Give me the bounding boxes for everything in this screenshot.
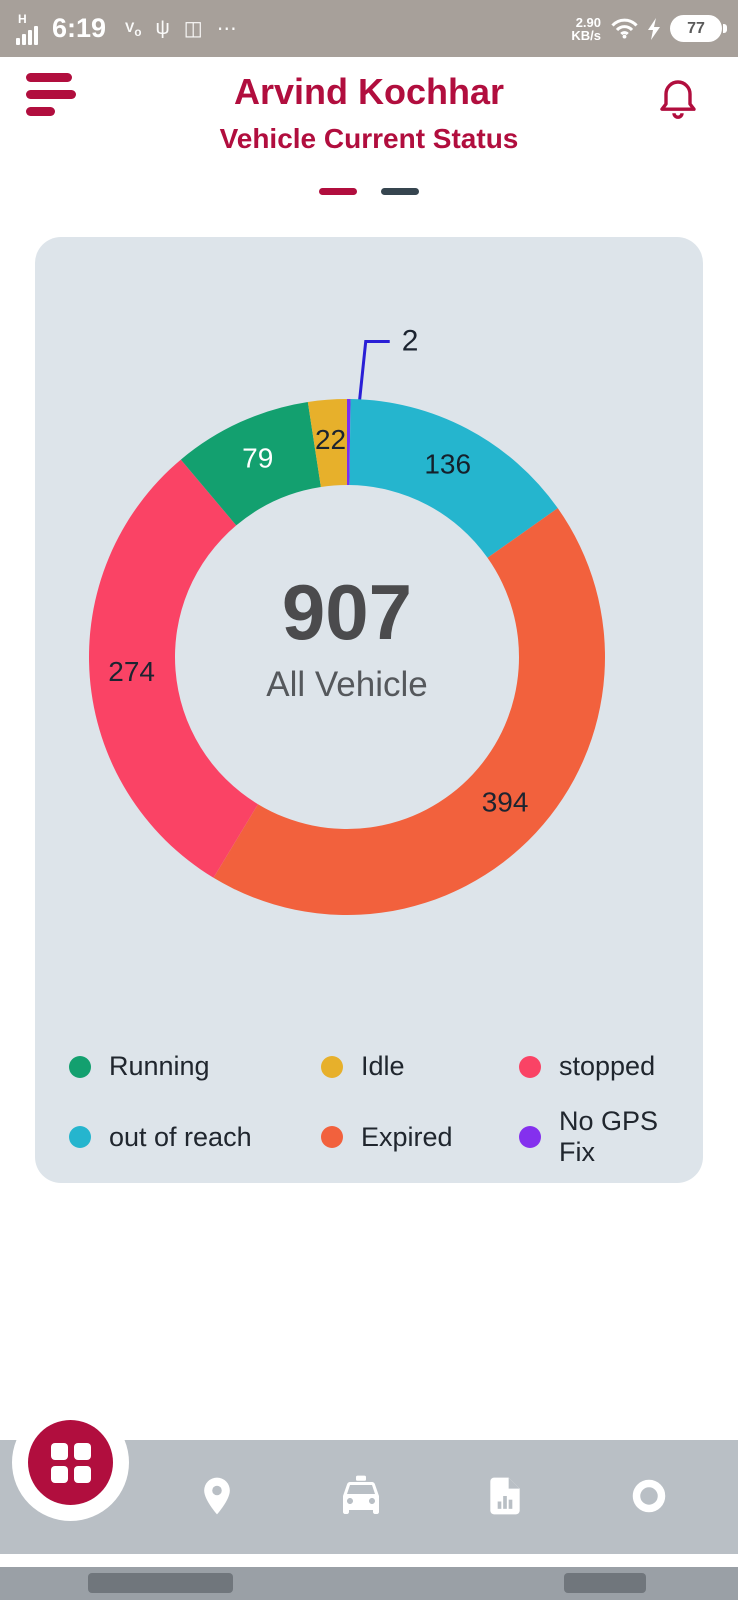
record-circle-icon [632, 1479, 666, 1513]
system-strip [0, 1567, 738, 1600]
network-indicator: H [16, 13, 38, 45]
reports-nav-button[interactable] [477, 1468, 533, 1524]
status-bar: H 6:19 Vo ψ ◫ ⋯ 2.90 KB/s 77 [0, 0, 738, 57]
legend-item-running: Running [69, 1051, 321, 1082]
hamburger-menu-button[interactable] [26, 73, 78, 119]
more-icon: ⋯ [216, 18, 237, 40]
page-indicator [0, 188, 738, 195]
segment-value-label: 79 [242, 443, 273, 474]
segment-value-label: 22 [315, 424, 346, 455]
donut-segment-idle[interactable] [307, 399, 347, 487]
donut-segment-stopped[interactable] [88, 459, 259, 878]
legend-item-no-gps-fix: No GPS Fix [519, 1106, 677, 1168]
legend-dot [321, 1055, 343, 1078]
legend-dot [519, 1126, 541, 1148]
charging-bolt-icon [648, 17, 660, 40]
strip-rect [88, 1573, 233, 1593]
page-subtitle: Vehicle Current Status [219, 123, 519, 154]
legend-item-stopped: stopped [519, 1051, 677, 1082]
legend-dot [69, 1055, 91, 1078]
segment-value-label: 394 [482, 787, 529, 818]
sms-icon: ◫ [183, 18, 203, 40]
donut-segment-expired[interactable] [213, 508, 605, 915]
signal-bars-icon [16, 25, 38, 45]
page-title: Arvind Kochhar [233, 71, 505, 112]
legend-item-out-of-reach: out of reach [69, 1106, 321, 1168]
strip-rect [564, 1573, 646, 1593]
page-dot-active[interactable] [319, 188, 357, 195]
map-pin-icon [204, 1477, 230, 1515]
chart-legend: Running Idle stopped out of reach Expired No … [69, 1051, 677, 1168]
status-nav-button[interactable] [621, 1468, 677, 1524]
segment-value-label: 2 [402, 324, 419, 357]
usb-icon: ψ [155, 17, 170, 39]
network-type-label: H [18, 11, 27, 26]
data-speed: 2.90 KB/s [571, 14, 601, 43]
legend-label: out of reach [109, 1121, 252, 1152]
legend-item-idle: Idle [321, 1051, 519, 1082]
location-nav-button[interactable] [189, 1468, 245, 1524]
dashboard-fab-button[interactable] [28, 1420, 113, 1505]
volte-icon: Vo [125, 18, 142, 39]
legend-label: Expired [361, 1121, 453, 1152]
donut-segment-running[interactable] [180, 401, 321, 526]
wifi-icon [611, 18, 638, 39]
legend-label: Idle [361, 1051, 405, 1081]
notification-bell-button[interactable] [652, 71, 704, 123]
donut-segment-out-of-reach[interactable] [349, 399, 558, 558]
legend-label: Running [109, 1051, 210, 1081]
vehicles-nav-button[interactable] [333, 1468, 389, 1524]
donut-segment-no-gps-fix[interactable] [347, 399, 351, 486]
segment-value-label: 136 [424, 448, 471, 479]
legend-item-expired: Expired [321, 1106, 519, 1168]
legend-dot [321, 1126, 343, 1148]
bell-icon [660, 79, 696, 119]
segment-value-label: 274 [108, 656, 155, 687]
app-header: Arvind Kochhar Vehicle Current Status [0, 57, 738, 187]
grid-icon [50, 1442, 91, 1483]
vehicle-status-card: 2 136 394 274 79 22 907 All Vehicle Running Id… [35, 237, 703, 1183]
legend-dot [519, 1055, 541, 1078]
page-dot-inactive[interactable] [381, 188, 419, 195]
clock: 6:19 [52, 13, 107, 43]
donut-chart: 2 136 394 274 79 22 [88, 324, 605, 915]
report-icon [490, 1477, 520, 1515]
legend-label: stopped [559, 1051, 656, 1081]
legend-label: No GPS Fix [559, 1106, 659, 1167]
taxi-icon [343, 1475, 379, 1514]
legend-dot [69, 1126, 91, 1148]
battery-level: 77 [687, 19, 705, 37]
battery-icon: 77 [670, 15, 727, 42]
